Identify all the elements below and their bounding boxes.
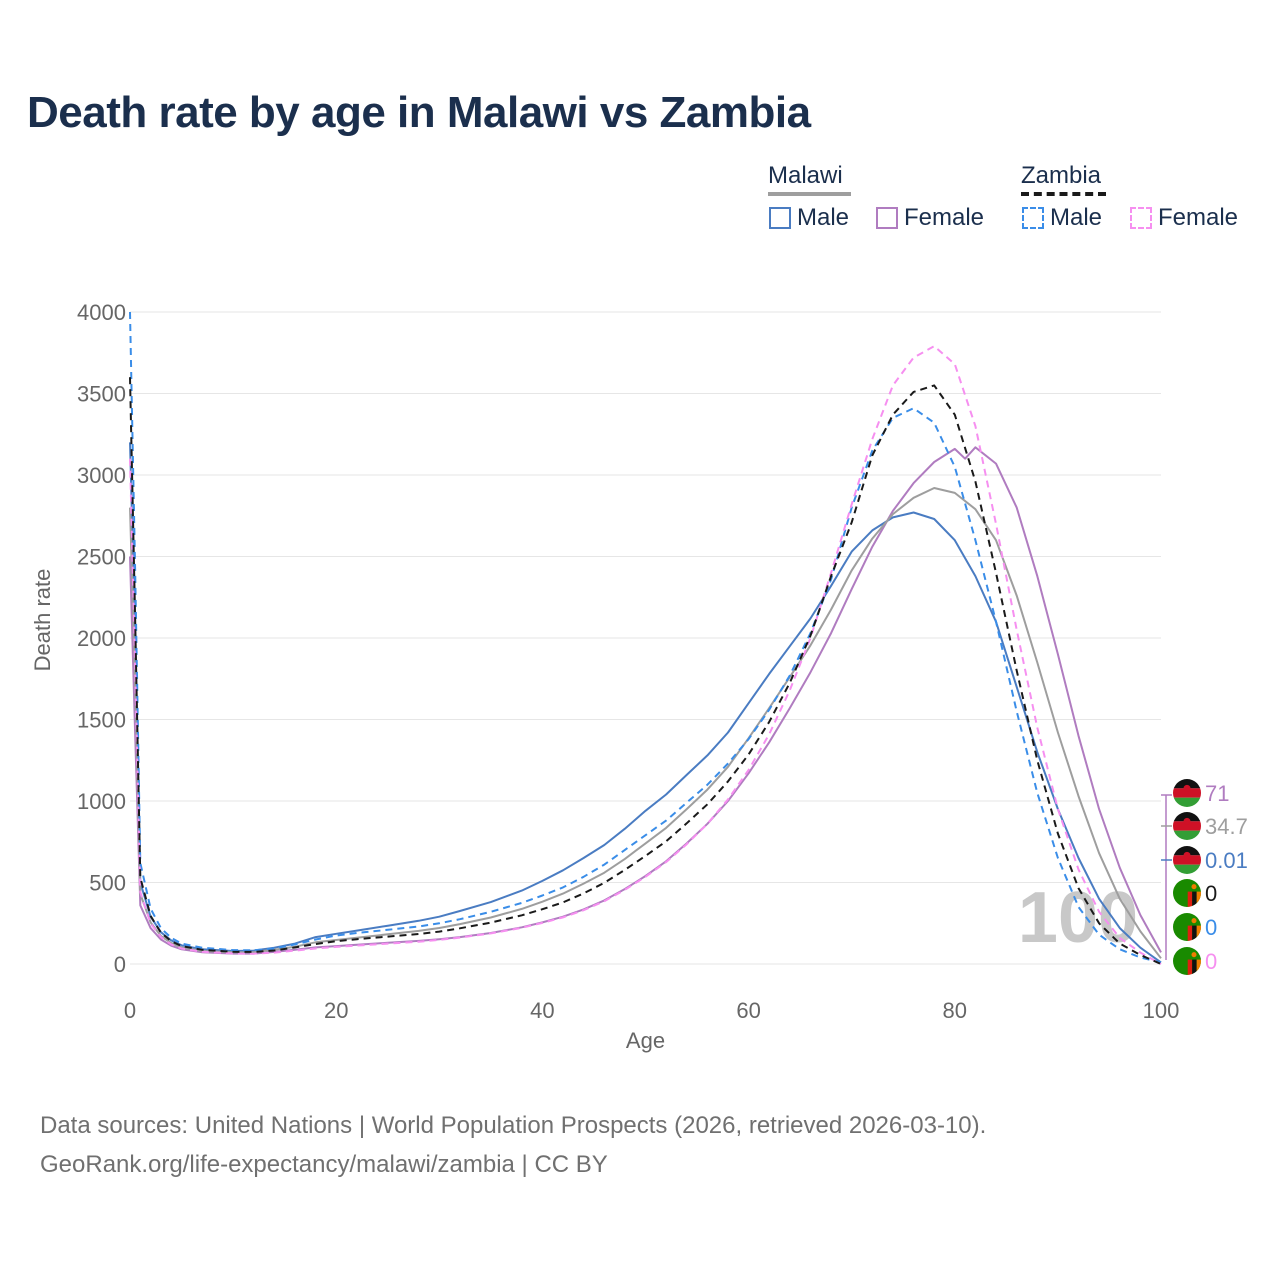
series-line-malawi-total bbox=[129, 487, 1162, 959]
footer-link[interactable]: GeoRank.org/life-expectancy/malawi/zambi… bbox=[40, 1151, 608, 1178]
flag-stripe-green bbox=[1173, 864, 1201, 874]
legend-item-malawi-male[interactable]: Male bbox=[769, 204, 849, 232]
y-tick-label-3000: 3000 bbox=[77, 463, 126, 488]
end-label-value: 34.7 bbox=[1205, 814, 1248, 839]
end-label-4: 0 bbox=[1173, 879, 1217, 907]
flag-stripe-red bbox=[1173, 855, 1201, 865]
flag-sun bbox=[1183, 784, 1191, 792]
year-watermark: 100 bbox=[1018, 878, 1138, 958]
flag-malawi-icon bbox=[1173, 812, 1201, 840]
x-tick-label-60: 60 bbox=[736, 998, 760, 1023]
flag-bar-orange bbox=[1196, 891, 1201, 907]
legend-swatch-zambia-male bbox=[1022, 207, 1044, 229]
x-tick-label-0: 0 bbox=[124, 998, 136, 1023]
y-tick-label-2000: 2000 bbox=[77, 626, 126, 651]
flag-stripe-black bbox=[1173, 846, 1201, 856]
legend: Malawi Zambia Male Female Male Female bbox=[0, 160, 1280, 240]
end-label-value: 0 bbox=[1205, 881, 1217, 906]
flag-sun bbox=[1183, 817, 1191, 825]
legend-underline-malawi bbox=[768, 192, 851, 196]
end-label-value: 71 bbox=[1205, 781, 1229, 806]
legend-group-malawi: Malawi bbox=[768, 162, 843, 189]
flag-zambia-icon bbox=[1173, 913, 1201, 941]
flag-bar-black bbox=[1192, 925, 1197, 941]
flag-sun bbox=[1183, 851, 1191, 859]
flag-bar-black bbox=[1192, 959, 1197, 975]
flag-eagle bbox=[1191, 918, 1197, 924]
y-tick-label-2500: 2500 bbox=[77, 545, 126, 570]
y-tick-label-4000: 4000 bbox=[77, 300, 126, 325]
flag-malawi-icon bbox=[1173, 779, 1201, 807]
legend-item-zambia-male[interactable]: Male bbox=[1022, 204, 1102, 232]
end-label-3: 0.01 bbox=[1173, 846, 1248, 874]
chart-title: Death rate by age in Malawi vs Zambia bbox=[27, 88, 811, 137]
x-tick-label-20: 20 bbox=[324, 998, 348, 1023]
legend-swatch-malawi-female bbox=[876, 207, 898, 229]
end-label-5: 0 bbox=[1173, 913, 1217, 941]
legend-label-zambia-male: Male bbox=[1050, 204, 1103, 231]
flag-malawi-icon bbox=[1173, 846, 1201, 874]
flag-stripe-black bbox=[1173, 779, 1201, 789]
legend-group-zambia: Zambia bbox=[1021, 162, 1102, 189]
flag-stripe-red bbox=[1173, 821, 1201, 831]
flag-eagle bbox=[1191, 952, 1197, 958]
legend-item-malawi-female[interactable]: Female bbox=[876, 204, 984, 232]
flag-bar-red bbox=[1187, 959, 1193, 975]
legend-label-malawi-female: Female bbox=[904, 204, 985, 231]
series-line-zambia-male bbox=[129, 311, 1162, 964]
flag-stripe-red bbox=[1173, 788, 1201, 798]
end-label-2: 34.7 bbox=[1173, 812, 1248, 840]
series-line-malawi-male bbox=[129, 442, 1162, 964]
footer: Data sources: United Nations | World Pop… bbox=[40, 1106, 986, 1184]
end-label-1: 71 bbox=[1173, 779, 1229, 807]
end-label-value: 0 bbox=[1205, 915, 1217, 940]
y-tick-label-0: 0 bbox=[114, 952, 126, 977]
flag-eagle bbox=[1191, 884, 1197, 890]
flag-zambia-icon bbox=[1173, 879, 1201, 907]
y-tick-label-500: 500 bbox=[89, 871, 126, 896]
legend-label-zambia-female: Female bbox=[1158, 204, 1239, 231]
flag-bar-black bbox=[1192, 891, 1197, 907]
y-tick-label-1500: 1500 bbox=[77, 708, 126, 733]
flag-bar-orange bbox=[1196, 925, 1201, 941]
x-axis-label: Age bbox=[626, 1028, 665, 1053]
legend-swatch-zambia-female bbox=[1130, 207, 1152, 229]
series-line-zambia-female bbox=[129, 345, 1162, 965]
footer-sources: Data sources: United Nations | World Pop… bbox=[40, 1112, 987, 1139]
y-tick-label-1000: 1000 bbox=[77, 789, 126, 814]
flag-bar-orange bbox=[1196, 959, 1201, 975]
end-label-6: 0 bbox=[1173, 947, 1217, 975]
end-label-value: 0.01 bbox=[1205, 848, 1248, 873]
flag-stripe-green bbox=[1173, 830, 1201, 840]
flag-bar-red bbox=[1187, 891, 1193, 907]
flag-zambia-icon bbox=[1173, 947, 1201, 975]
legend-label-malawi-male: Male bbox=[797, 204, 850, 231]
y-tick-label-3500: 3500 bbox=[77, 382, 126, 407]
flag-stripe-green bbox=[1173, 797, 1201, 807]
end-label-value: 0 bbox=[1205, 949, 1217, 974]
x-tick-label-100: 100 bbox=[1143, 998, 1180, 1023]
legend-item-zambia-female[interactable]: Female bbox=[1130, 204, 1238, 232]
series-line-malawi-female bbox=[129, 446, 1162, 955]
legend-underline-zambia bbox=[1021, 192, 1106, 196]
x-tick-label-40: 40 bbox=[530, 998, 554, 1023]
legend-swatch-malawi-male bbox=[769, 207, 791, 229]
y-axis-label: Death rate bbox=[30, 569, 55, 672]
flag-bar-red bbox=[1187, 925, 1193, 941]
x-tick-label-80: 80 bbox=[943, 998, 967, 1023]
flag-stripe-black bbox=[1173, 812, 1201, 822]
